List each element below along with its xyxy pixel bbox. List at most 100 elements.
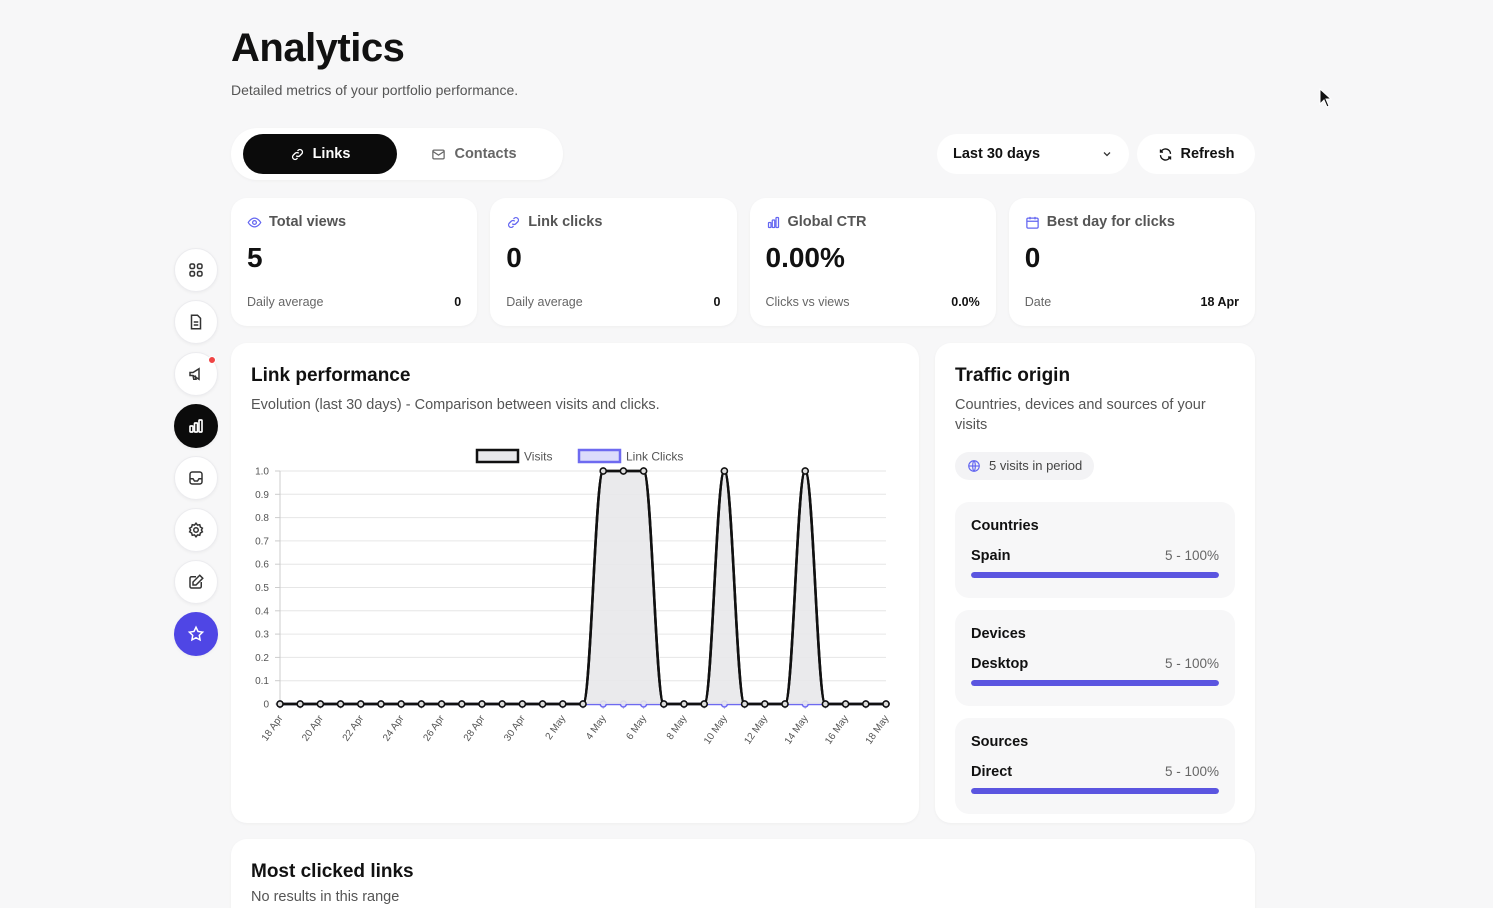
stat-header: Total views bbox=[247, 214, 461, 230]
eye-icon bbox=[247, 216, 262, 228]
page-title: Analytics bbox=[231, 26, 405, 70]
data-point bbox=[276, 700, 284, 708]
data-point bbox=[579, 700, 587, 708]
x-tick-label: 2 May bbox=[544, 713, 569, 742]
most-clicked-card: Most clicked links No results in this ra… bbox=[231, 839, 1255, 908]
data-point bbox=[720, 467, 729, 475]
grid-icon bbox=[189, 263, 203, 277]
segment-title: Sources bbox=[971, 733, 1029, 750]
tab-contacts[interactable]: Contacts bbox=[397, 134, 551, 174]
y-tick-label: 0.8 bbox=[255, 513, 269, 524]
progress-track bbox=[971, 787, 1219, 794]
performance-chart[interactable]: 0 0.1 0.2 0.3 0.4 0.5 0.6 0.7 0.8 0.9 1.0 18 Apr 20 … bbox=[231, 343, 919, 823]
x-tick-label: 8 May bbox=[665, 713, 690, 742]
card-subtitle: Evolution (last 30 days) - Comparison be… bbox=[251, 397, 660, 413]
link-icon bbox=[291, 148, 303, 160]
segment-row: Spain 5 - 100% bbox=[971, 548, 1219, 564]
card-subtitle: No results in this range bbox=[251, 889, 400, 905]
sidebar-item-documents[interactable] bbox=[174, 300, 218, 344]
x-tick-label: 6 May bbox=[624, 713, 649, 742]
sidebar-item-announcements[interactable] bbox=[174, 352, 218, 396]
stat-foot-value: 0 bbox=[713, 295, 721, 309]
stat-foot-value: 0.0% bbox=[951, 295, 980, 309]
refresh-icon bbox=[1159, 147, 1171, 161]
date-range-value: Last 30 days bbox=[953, 146, 1041, 162]
sidebar bbox=[174, 248, 218, 664]
data-point bbox=[498, 700, 506, 708]
card-title: Traffic origin bbox=[955, 365, 1071, 386]
sidebar-item-analytics[interactable] bbox=[174, 404, 218, 448]
sidebar-item-inbox[interactable] bbox=[174, 456, 218, 500]
x-tick-label: 20 Apr bbox=[300, 713, 326, 744]
y-tick-label: 0.6 bbox=[255, 560, 269, 571]
stat-footer: Daily average 0 bbox=[247, 295, 461, 309]
date-range-select[interactable]: Last 30 days bbox=[937, 134, 1129, 174]
data-point bbox=[801, 467, 809, 475]
sidebar-item-edit[interactable] bbox=[174, 560, 218, 604]
tab-links-label: Links bbox=[312, 146, 351, 162]
y-tick-label: 0.9 bbox=[255, 490, 269, 501]
bar-chart-icon bbox=[189, 419, 203, 433]
stat-label: Best day for clicks bbox=[1046, 214, 1175, 230]
y-tick-label: 0.3 bbox=[255, 630, 269, 641]
legend-swatch bbox=[475, 448, 520, 464]
stat-link-clicks: Link clicks 0 Daily average 0 bbox=[490, 198, 737, 326]
x-tick-label: 24 Apr bbox=[381, 713, 407, 744]
mail-icon bbox=[432, 149, 446, 159]
stat-foot-label: Clicks vs views bbox=[765, 295, 850, 309]
sidebar-item-favorites[interactable] bbox=[174, 612, 218, 656]
data-point bbox=[740, 700, 749, 708]
sidebar-item-settings[interactable] bbox=[174, 508, 218, 552]
document-icon bbox=[190, 314, 202, 330]
stat-value: 5 bbox=[247, 242, 263, 273]
stat-value: 0.00% bbox=[765, 242, 845, 273]
legend-swatch bbox=[577, 448, 622, 464]
stat-header: Global CTR bbox=[766, 214, 980, 230]
x-tick-label: 12 May bbox=[742, 713, 770, 746]
traffic-origin-card: Traffic origin Countries, devices and so… bbox=[935, 343, 1255, 823]
y-tick-label: 0.5 bbox=[255, 583, 269, 594]
progress-fill bbox=[971, 787, 1219, 794]
chevron-down-icon bbox=[1103, 152, 1111, 157]
refresh-button[interactable]: Refresh bbox=[1137, 134, 1255, 174]
y-tick-label: 0 bbox=[263, 700, 269, 711]
y-tick-label: 0.2 bbox=[255, 653, 269, 664]
gear-icon bbox=[188, 522, 204, 538]
data-point bbox=[660, 700, 668, 708]
data-point bbox=[336, 700, 345, 708]
x-tick-label: 14 May bbox=[783, 713, 811, 746]
x-tick-label: 26 Apr bbox=[421, 713, 447, 744]
data-point bbox=[841, 700, 850, 708]
page-subtitle: Detailed metrics of your portfolio perfo… bbox=[231, 82, 519, 98]
star-icon bbox=[187, 625, 205, 642]
toolbar: Links Contacts Last 30 days Refresh bbox=[231, 126, 1255, 182]
data-point bbox=[559, 700, 567, 708]
stat-foot-value: 18 Apr bbox=[1200, 295, 1239, 309]
progress-track bbox=[971, 679, 1219, 686]
data-point bbox=[518, 700, 527, 708]
x-tick-label: 10 May bbox=[702, 713, 730, 746]
data-point bbox=[478, 700, 486, 708]
stat-label: Link clicks bbox=[528, 214, 603, 230]
calendar-icon bbox=[1026, 216, 1039, 229]
card-subtitle: Countries, devices and sources of your v… bbox=[955, 397, 1206, 434]
segment-name: Desktop bbox=[971, 655, 1029, 672]
x-tick-label: 16 May bbox=[823, 713, 851, 746]
stat-footer: Date 18 Apr bbox=[1025, 295, 1239, 309]
tab-links[interactable]: Links bbox=[243, 134, 397, 174]
x-tick-label: 18 Apr bbox=[260, 713, 286, 744]
data-point bbox=[397, 700, 405, 708]
segment-value: 5 - 100% bbox=[1164, 763, 1219, 779]
stat-footer: Daily average 0 bbox=[506, 295, 720, 309]
card-title: Most clicked links bbox=[251, 861, 414, 882]
data-point bbox=[296, 700, 304, 708]
segment-devices: Devices Desktop 5 - 100% bbox=[955, 609, 1235, 706]
data-point bbox=[437, 700, 446, 708]
data-point bbox=[862, 700, 870, 708]
stat-value: 0 bbox=[506, 242, 522, 273]
legend-label: Link Clicks bbox=[626, 450, 683, 464]
data-point bbox=[882, 700, 890, 708]
sidebar-item-dashboard[interactable] bbox=[174, 248, 218, 292]
segment-row: Desktop 5 - 100% bbox=[971, 656, 1219, 672]
mouse-cursor-icon bbox=[1319, 88, 1333, 108]
